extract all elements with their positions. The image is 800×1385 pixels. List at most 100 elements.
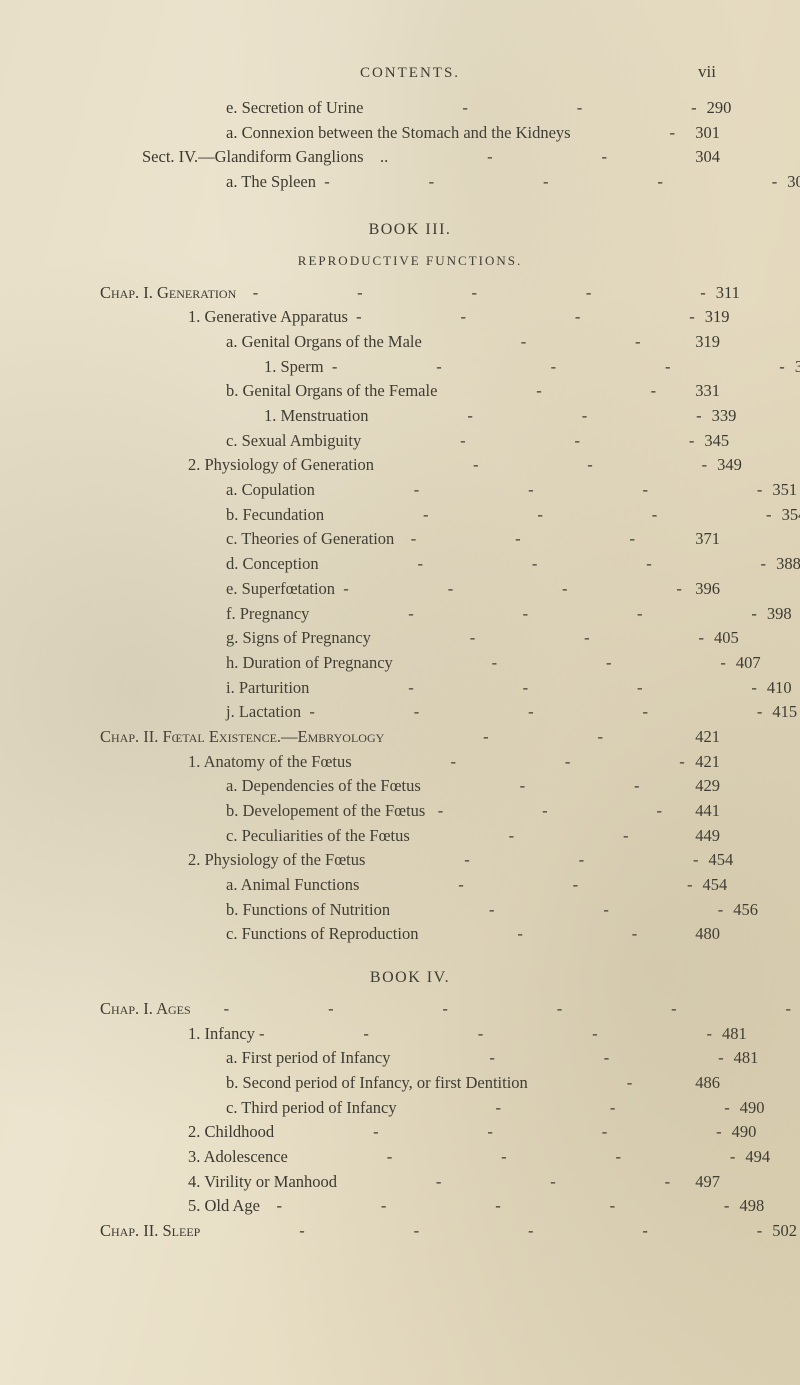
toc-row: Chap. II. Fœtal Existence.—Embryology - … bbox=[100, 729, 720, 746]
leader-dashes: - - - - bbox=[315, 702, 772, 721]
toc-label: 2. Physiology of Generation - - - bbox=[100, 457, 717, 474]
leader-dashes: - - - bbox=[362, 307, 705, 326]
toc-page: 421 bbox=[666, 729, 720, 746]
toc-page: 304 bbox=[666, 149, 720, 166]
toc-label: g. Signs of Pregnancy - - - bbox=[100, 630, 714, 647]
toc-page: 398 bbox=[767, 606, 792, 623]
toc-row: d. Conception - - - -388 bbox=[100, 556, 720, 573]
leader-dashes: - - bbox=[388, 147, 617, 166]
toc-label: 3. Adolescence - - - - bbox=[100, 1149, 745, 1166]
toc-page: 319 bbox=[666, 334, 720, 351]
leader-dashes: - - - bbox=[363, 98, 706, 117]
toc-page: 429 bbox=[666, 778, 720, 795]
page-scan: CONTENTS. vii e. Secretion of Urine - - … bbox=[0, 0, 800, 1385]
toc-row: b. Second period of Infancy, or first De… bbox=[100, 1075, 720, 1092]
leader-dashes: - - - bbox=[369, 406, 712, 425]
leader-dashes: - - bbox=[410, 826, 639, 845]
book-3-subtitle: REPRODUCTIVE FUNCTIONS. bbox=[100, 253, 720, 269]
leader-dashes: - - - bbox=[349, 579, 692, 598]
toc-row: f. Pregnancy - - - -398 bbox=[100, 606, 720, 623]
toc-label: e. Secretion of Urine - - - bbox=[100, 100, 707, 117]
toc-label: 1. Generative Apparatus - - - - bbox=[100, 309, 705, 326]
toc-row: j. Lactation - - - - -415 bbox=[100, 704, 720, 721]
toc-label: a. First period of Infancy - - - bbox=[100, 1050, 734, 1067]
leader-dashes: - - - bbox=[359, 875, 702, 894]
toc-label: i. Parturition - - - - bbox=[100, 680, 767, 697]
toc-label: c. Sexual Ambiguity - - - bbox=[100, 433, 704, 450]
toc-label: c. Functions of Reproduction - - bbox=[100, 926, 666, 943]
leader-dashes: - - - bbox=[390, 900, 733, 919]
toc-page: 497 bbox=[680, 1174, 720, 1191]
toc-row: 1. Generative Apparatus - - - -319 bbox=[100, 309, 720, 326]
toc-page: 481 bbox=[722, 1026, 747, 1043]
leader-dashes: - - bbox=[422, 332, 651, 351]
toc-label: Chap. I. Generation - - - - - bbox=[100, 285, 716, 302]
toc-row: 1. Sperm - - - - -327 bbox=[100, 359, 720, 376]
toc-label: a. The Spleen - - - - - bbox=[100, 174, 787, 191]
leader-dashes: - - - bbox=[374, 455, 717, 474]
toc-label: b. Functions of Nutrition - - - bbox=[100, 902, 733, 919]
toc-row: 2. Physiology of Generation - - -349 bbox=[100, 457, 720, 474]
toc-page: 371 bbox=[666, 531, 720, 548]
toc-label: 5. Old Age - - - - - bbox=[100, 1198, 739, 1215]
leader-dashes: - - - bbox=[397, 1098, 740, 1117]
toc-page: 327 bbox=[795, 359, 800, 376]
book-4-title: BOOK IV. bbox=[100, 969, 720, 987]
toc-label: j. Lactation - - - - - bbox=[100, 704, 772, 721]
leader-dashes: - - - - - bbox=[229, 999, 800, 1018]
leader-dashes: - - - - bbox=[324, 505, 781, 524]
toc-page: 311 bbox=[716, 285, 740, 302]
toc-label: 1. Infancy - - - - - bbox=[100, 1026, 722, 1043]
leader-dashes: - - - - bbox=[258, 283, 715, 302]
toc-row: b. Fecundation - - - -354 bbox=[100, 507, 720, 524]
toc-row: c. Third period of Infancy - - -490 bbox=[100, 1100, 720, 1117]
toc-page: 290 bbox=[707, 100, 732, 117]
toc-label: a. Dependencies of the Fœtus - - bbox=[100, 778, 666, 795]
leader-dashes: - - - bbox=[391, 1048, 734, 1067]
toc-row: Chap. I. Ages - - - - - -481 bbox=[100, 1001, 720, 1018]
book-3-title: BOOK III. bbox=[100, 221, 720, 239]
contents-heading: CONTENTS. bbox=[144, 65, 676, 82]
toc-row: g. Signs of Pregnancy - - -405 bbox=[100, 630, 720, 647]
toc-page: 345 bbox=[704, 433, 729, 450]
toc-label: 1. Menstruation - - - bbox=[100, 408, 712, 425]
toc-page: 354 bbox=[782, 507, 800, 524]
toc-row: c. Sexual Ambiguity - - -345 bbox=[100, 433, 720, 450]
toc-label: 1. Anatomy of the Fœtus - - - bbox=[100, 754, 695, 771]
leader-dashes: - - - bbox=[365, 850, 708, 869]
toc-row: 3. Adolescence - - - -494 bbox=[100, 1149, 720, 1166]
toc-row: 2. Physiology of the Fœtus - - -454 bbox=[100, 852, 720, 869]
toc-row: i. Parturition - - - -410 bbox=[100, 680, 720, 697]
leader-dashes: - - - - bbox=[265, 1024, 722, 1043]
toc-page: 415 bbox=[772, 704, 797, 721]
leader-dashes: - bbox=[528, 1073, 642, 1092]
toc-page: 410 bbox=[767, 680, 792, 697]
toc-page: 502 bbox=[772, 1223, 797, 1240]
toc-label: c. Third period of Infancy - - - bbox=[100, 1100, 740, 1117]
leader-dashes: - - bbox=[416, 529, 645, 548]
toc-page: 304 bbox=[787, 174, 800, 191]
toc-label: h. Duration of Pregnancy - - - bbox=[100, 655, 736, 672]
toc-label: c. Peculiarities of the Fœtus - - bbox=[100, 828, 666, 845]
toc-block-pre: e. Secretion of Urine - - -290a. Connexi… bbox=[100, 100, 720, 191]
leader-dashes: - - - bbox=[352, 752, 695, 771]
running-head: CONTENTS. vii bbox=[100, 62, 720, 82]
toc-row: Sect. IV.—Glandiform Ganglions .. - -304 bbox=[100, 149, 720, 166]
toc-row: a. Connexion between the Stomach and the… bbox=[100, 125, 720, 142]
leader-dashes: - - - - bbox=[274, 1122, 731, 1141]
leader-dashes: - bbox=[571, 123, 685, 142]
toc-label: 2. Physiology of the Fœtus - - - bbox=[100, 852, 709, 869]
leader-dashes: - - - - bbox=[315, 480, 772, 499]
toc-page: 449 bbox=[666, 828, 720, 845]
toc-page: 301 bbox=[685, 125, 720, 142]
toc-page: 331 bbox=[666, 383, 720, 400]
leader-dashes: - - - bbox=[337, 1172, 680, 1191]
toc-row: b. Functions of Nutrition - - -456 bbox=[100, 902, 720, 919]
leader-dashes: - - - - bbox=[337, 357, 794, 376]
toc-row: Chap. I. Generation - - - - -311 bbox=[100, 285, 720, 302]
toc-page: 351 bbox=[772, 482, 797, 499]
toc-page: 486 bbox=[666, 1075, 720, 1092]
toc-label: 4. Virility or Manhood - - - bbox=[100, 1174, 680, 1191]
toc-page: 319 bbox=[705, 309, 730, 326]
toc-label: 2. Childhood - - - - bbox=[100, 1124, 732, 1141]
